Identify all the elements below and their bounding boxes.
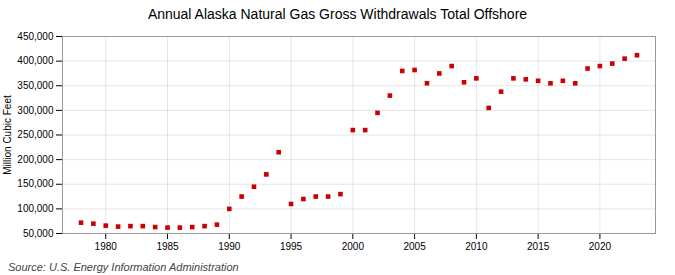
svg-text:1985: 1985 (156, 241, 179, 252)
svg-text:250,000: 250,000 (17, 129, 54, 140)
svg-text:150,000: 150,000 (17, 178, 54, 189)
html-text:Source: U.S. Energy Informatio: Source: U.S. Energy Information Administ… (8, 261, 239, 273)
svg-text:300,000: 300,000 (17, 105, 54, 116)
svg-text:1995: 1995 (280, 241, 303, 252)
svg-text:2000: 2000 (342, 241, 365, 252)
svg-text:2015: 2015 (527, 241, 550, 252)
svg-text:2020: 2020 (589, 241, 612, 252)
html-text:Annual Alaska Natural Gas Gros: Annual Alaska Natural Gas Gross Withdraw… (147, 6, 528, 22)
svg-text:Million Cubic Feet: Million Cubic Feet (2, 95, 13, 175)
svg-text:450,000: 450,000 (17, 31, 54, 42)
svg-text:2005: 2005 (403, 241, 426, 252)
svg-text:2010: 2010 (465, 241, 488, 252)
svg-text:200,000: 200,000 (17, 154, 54, 165)
svg-text:1990: 1990 (218, 241, 241, 252)
svg-text:350,000: 350,000 (17, 80, 54, 91)
svg-text:50,000: 50,000 (23, 228, 54, 239)
svg-text:1980: 1980 (95, 241, 118, 252)
svg-text:100,000: 100,000 (17, 203, 54, 214)
svg-text:400,000: 400,000 (17, 55, 54, 66)
